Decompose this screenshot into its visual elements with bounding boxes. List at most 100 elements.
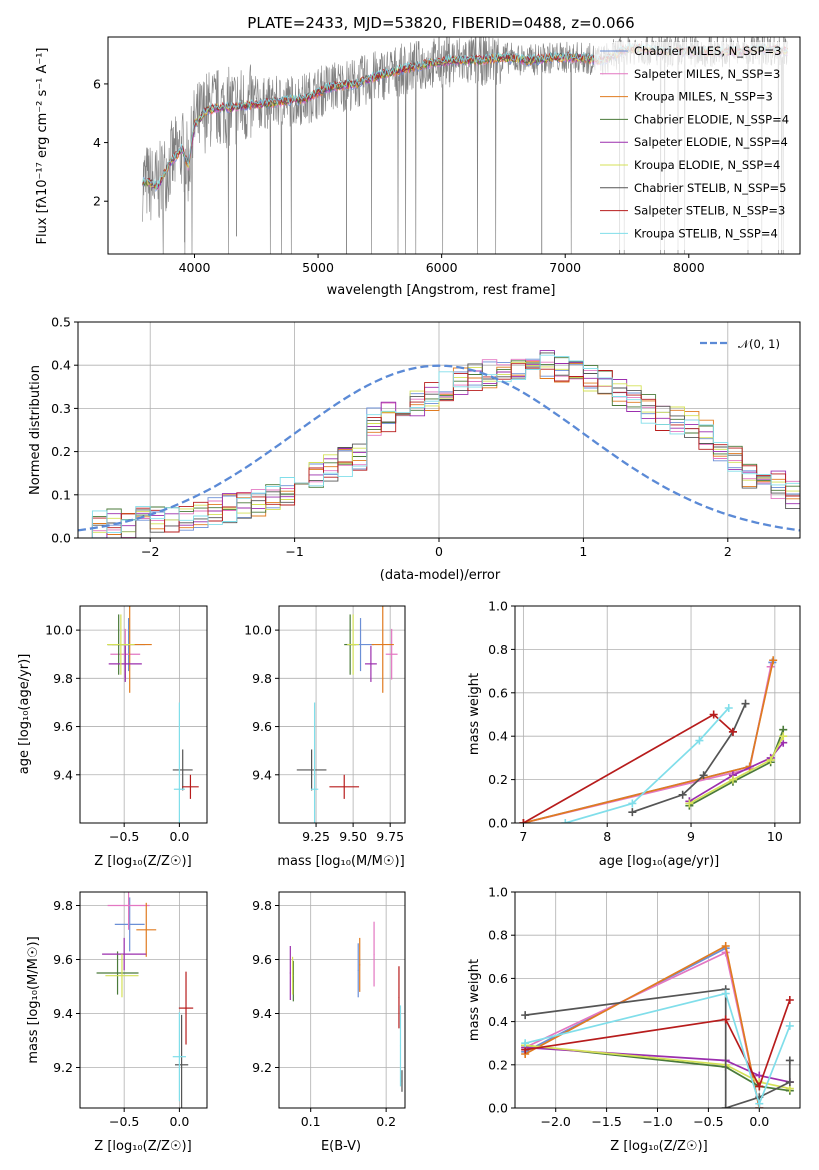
- x-tick-label: 9.75: [376, 829, 404, 844]
- y-tick-label: 10.0: [244, 623, 272, 638]
- y-tick-label: 9.8: [252, 671, 272, 686]
- series-line: [523, 660, 775, 823]
- x-tick-label: −0.5: [109, 829, 139, 844]
- age-vs-metallicity-panel: Z [log₁₀(Z/Z☉)] age [log₁₀(age/yr)] −0.5…: [17, 605, 208, 869]
- y-tick-label: 0.6: [488, 971, 508, 986]
- y-tick-label: 9.4: [252, 1006, 272, 1021]
- age-vs-Z-ticks: −0.5 0.0 9.4 9.6 9.8 10.0: [45, 623, 189, 844]
- massweight-vs-age-ticks: 7 8 9 10 0.0 0.2 0.4 0.6 0.8 1.0: [488, 599, 783, 845]
- residual-xlabel: (data-model)/error: [380, 568, 501, 583]
- mwZ-xlabel: Z [log₁₀(Z/Z☉)]: [610, 1139, 707, 1154]
- series-line: [524, 992, 791, 1107]
- series-marker: [695, 736, 704, 745]
- mass-vs-metallicity-panel: Z [log₁₀(Z/Z☉)] mass [log₁₀(M/M☉)] −0.5 0…: [26, 891, 208, 1154]
- y-tick-label: 0.2: [488, 772, 508, 787]
- data-point: [401, 1080, 403, 1082]
- data-point: [129, 923, 131, 926]
- ageZ-xlabel: Z [log₁₀(Z/Z☉)]: [94, 854, 191, 869]
- y-tick-label: 9.6: [252, 952, 272, 967]
- y-tick-label: 9.4: [53, 767, 73, 782]
- series-line: [688, 729, 784, 807]
- legend-label: Salpeter MILES, N_SSP=3: [634, 67, 780, 81]
- ageZ-ylabel: age [log₁₀(age/yr)]: [17, 654, 32, 775]
- spectrum-legend: Chabrier MILES, N_SSP=3 Salpeter MILES, N…: [594, 42, 796, 250]
- x-tick-label: −0.5: [693, 1114, 723, 1129]
- residual-histogram: [78, 361, 800, 538]
- y-tick-label: 2: [93, 194, 101, 209]
- y-tick-label: 6: [93, 76, 101, 91]
- x-tick-label: 0.0: [169, 829, 189, 844]
- massweight-vs-metallicity-panel: Z [log₁₀(Z/Z☉)] mass weight −2.0 −1.5 −1.0…: [467, 885, 801, 1154]
- series-marker: [724, 703, 733, 712]
- series-marker: [785, 1078, 794, 1087]
- legend-label: Kroupa STELIB, N_SSP=4: [634, 226, 778, 240]
- massweight-vs-Z-ticks: −2.0 −1.5 −1.0 −0.5 0.0 0.0 0.2 0.4 0.6 0.8 1.0: [488, 885, 769, 1130]
- y-tick-label: 0.8: [488, 642, 508, 657]
- series-marker: [755, 1099, 764, 1108]
- mass-vs-ebv-points: [289, 921, 403, 1092]
- series-marker: [785, 996, 794, 1004]
- data-point: [145, 929, 147, 931]
- x-tick-label: 9.25: [302, 829, 330, 844]
- data-point: [289, 972, 291, 974]
- massweight-vs-age-series: [519, 656, 788, 823]
- spectrum-panel: wavelength [Angstrom, rest frame] Flux […: [35, 36, 801, 298]
- x-tick-label: 7000: [549, 260, 581, 275]
- legend-label: Kroupa MILES, N_SSP=3: [634, 90, 773, 104]
- series-line: [523, 662, 774, 823]
- age-vs-mass-grid: [279, 606, 405, 823]
- axes-frame: [79, 605, 208, 824]
- series-marker: [628, 808, 637, 817]
- series-marker: [728, 727, 737, 736]
- data-point: [189, 786, 192, 788]
- series-line: [523, 666, 772, 823]
- y-tick-label: 0.4: [488, 729, 508, 744]
- y-tick-label: 9.2: [252, 1060, 272, 1075]
- y-tick-label: 4: [93, 135, 101, 150]
- mwAge-ylabel: mass weight: [467, 673, 482, 755]
- series-line: [522, 713, 734, 823]
- series-marker: [755, 1082, 764, 1091]
- y-tick-label: 9.8: [252, 898, 272, 913]
- data-point: [291, 975, 294, 977]
- x-tick-label: 8: [603, 829, 611, 844]
- legend-label: Kroupa ELODIE, N_SSP=4: [634, 158, 780, 172]
- residual-distribution-ticks: −2 −1 0 1 2 0.0 0.1 0.2 0.3 0.4 0.5: [51, 315, 732, 560]
- y-tick-label: 0.2: [51, 444, 71, 459]
- data-point: [399, 1045, 402, 1047]
- x-tick-label: −1: [285, 544, 303, 559]
- series-line: [525, 999, 791, 1089]
- series-line: [525, 1046, 790, 1083]
- series-marker: [766, 756, 775, 765]
- x-tick-label: 10: [767, 829, 783, 844]
- series-line: [565, 707, 730, 823]
- legend-label: Salpeter ELODIE, N_SSP=4: [634, 135, 788, 149]
- data-point: [357, 969, 359, 971]
- series-line: [688, 742, 784, 803]
- x-tick-label: 7: [519, 829, 527, 844]
- massZ-ylabel: mass [log₁₀(M/M☉)]: [26, 936, 41, 1063]
- y-tick-label: 9.6: [53, 719, 73, 734]
- age-vs-mass-ticks: 9.25 9.50 9.75 9.4 9.6 9.8 10.0: [244, 623, 404, 844]
- legend-label: Chabrier MILES, N_SSP=3: [634, 44, 781, 58]
- data-point: [120, 643, 122, 646]
- residual-histogram: [78, 354, 800, 538]
- series-marker: [521, 1011, 530, 1020]
- series-marker: [561, 819, 570, 823]
- y-tick-label: 0.2: [488, 1057, 508, 1072]
- age-vs-mass-panel: mass [log₁₀(M/M☉)] 9.25 9.50 9.75 9.4 9.6 9.8…: [244, 605, 406, 869]
- legend-label: Chabrier STELIB, N_SSP=5: [634, 181, 786, 195]
- series-line: [524, 951, 761, 1108]
- series-marker: [678, 790, 687, 799]
- x-tick-label: −1.5: [591, 1114, 621, 1129]
- series-marker: [709, 710, 718, 719]
- spectrum-ticks: 4000 5000 6000 7000 8000 2 4 6: [93, 76, 705, 275]
- data-point: [124, 663, 126, 665]
- data-point: [185, 1007, 187, 1009]
- data-point: [313, 788, 316, 790]
- x-tick-label: 0: [435, 544, 443, 559]
- x-tick-label: 9.50: [339, 829, 367, 844]
- x-tick-label: −2: [141, 544, 159, 559]
- age-vs-Z-points: [107, 606, 199, 823]
